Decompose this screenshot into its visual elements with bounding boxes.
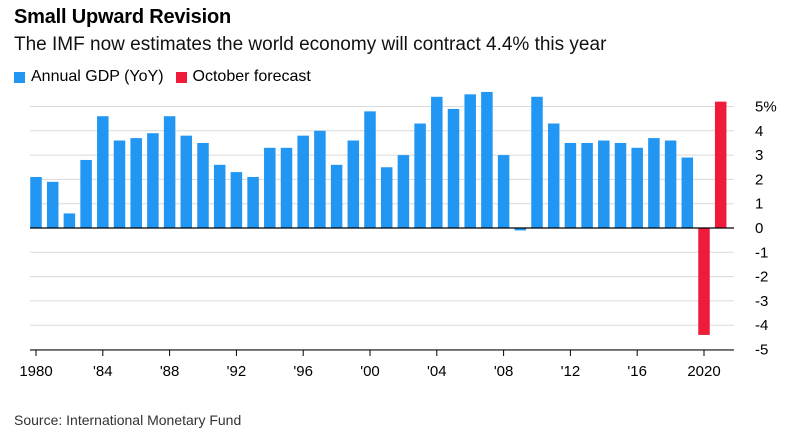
bar-annual-gdp <box>380 167 393 228</box>
bar-annual-gdp <box>514 228 527 231</box>
bar-annual-gdp <box>147 133 159 228</box>
source-note: Source: International Monetary Fund <box>14 412 242 428</box>
bar-annual-gdp <box>113 140 126 228</box>
x-tick-label: '08 <box>494 363 514 380</box>
bar-october-forecast <box>714 101 727 228</box>
bar-annual-gdp <box>330 164 343 228</box>
y-tick-label: -1 <box>755 244 768 261</box>
y-tick-label: 5% <box>755 99 777 116</box>
bar-annual-gdp <box>130 138 142 228</box>
bar-annual-gdp <box>347 140 360 228</box>
x-tick-label: '04 <box>427 363 447 380</box>
x-tick-label: 2020 <box>687 363 720 380</box>
bar-annual-gdp <box>163 116 176 228</box>
x-tick-label: '16 <box>627 363 647 380</box>
bar-annual-gdp <box>264 147 276 228</box>
bar-annual-gdp <box>397 155 410 228</box>
bar-annual-gdp <box>681 157 694 228</box>
x-tick-label: 1980 <box>19 363 52 380</box>
bar-annual-gdp <box>197 142 209 228</box>
y-tick-label: 3 <box>755 147 763 164</box>
x-tick-label: '00 <box>360 363 380 380</box>
bar-annual-gdp <box>180 135 193 228</box>
bar-october-forecast <box>698 228 710 335</box>
bar-annual-gdp <box>414 123 426 228</box>
bar-annual-gdp <box>213 164 226 228</box>
legend-label-annual: Annual GDP (YoY) <box>31 68 164 85</box>
bar-annual-gdp <box>230 172 243 228</box>
bar-annual-gdp <box>581 142 593 228</box>
bar-annual-gdp <box>564 142 577 228</box>
legend-label-forecast: October forecast <box>192 68 311 85</box>
x-tick-label: '96 <box>293 363 313 380</box>
chart-subtitle: The IMF now estimates the world economy … <box>14 34 607 55</box>
bar-annual-gdp <box>464 94 476 228</box>
legend-swatch-forecast <box>175 71 187 83</box>
bar-annual-gdp <box>614 142 627 228</box>
bar-annual-gdp <box>46 181 59 228</box>
bar-annual-gdp <box>598 140 610 228</box>
bar-annual-gdp <box>547 123 560 228</box>
x-tick-label: '92 <box>227 363 247 380</box>
x-tick-label: '88 <box>160 363 180 380</box>
bar-annual-gdp <box>314 130 326 228</box>
y-tick-label: -5 <box>755 342 768 359</box>
chart-legend: Annual GDP (YoY) October forecast <box>14 68 323 86</box>
y-tick-label: 2 <box>755 171 763 188</box>
bar-annual-gdp <box>497 155 510 228</box>
bar-annual-gdp <box>247 176 259 228</box>
bar-annual-gdp <box>531 96 543 228</box>
bar-annual-gdp <box>80 159 92 228</box>
bar-annual-gdp <box>97 116 109 228</box>
legend-item-forecast: October forecast <box>175 68 311 86</box>
legend-swatch-annual <box>14 71 25 83</box>
bar-annual-gdp <box>280 147 293 228</box>
bar-annual-gdp <box>63 213 76 228</box>
bar-annual-gdp <box>447 108 460 228</box>
bar-annual-gdp <box>481 91 493 228</box>
bar-annual-gdp <box>30 176 42 228</box>
y-tick-label: -4 <box>755 317 768 334</box>
legend-item-annual: Annual GDP (YoY) <box>14 68 164 86</box>
y-tick-label: -2 <box>755 269 768 286</box>
chart-title: Small Upward Revision <box>14 6 231 28</box>
x-tick-label: '12 <box>561 363 581 380</box>
bar-annual-gdp <box>648 138 660 228</box>
bar-annual-gdp <box>631 147 643 228</box>
x-tick-label: '84 <box>93 363 113 380</box>
bar-annual-gdp <box>664 140 677 228</box>
y-tick-label: -3 <box>755 293 768 310</box>
bar-annual-gdp <box>297 135 309 228</box>
y-tick-label: 0 <box>755 220 763 237</box>
y-tick-label: 4 <box>755 123 763 140</box>
bar-annual-gdp <box>364 111 376 228</box>
y-tick-label: 1 <box>755 196 763 213</box>
bar-annual-gdp <box>431 96 443 228</box>
